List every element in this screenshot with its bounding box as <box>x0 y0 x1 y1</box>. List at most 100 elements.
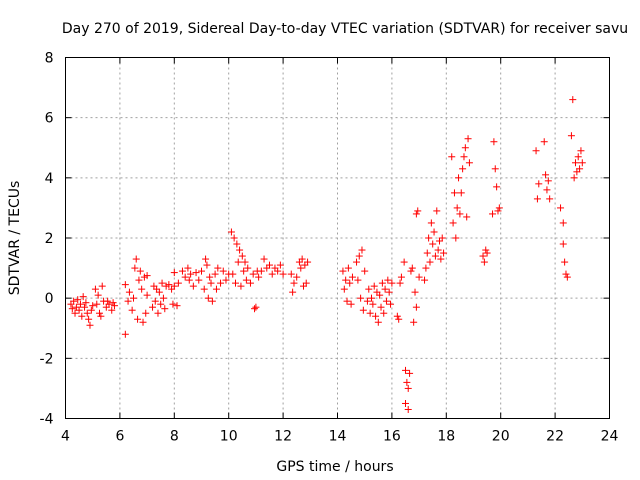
data-point <box>370 282 378 290</box>
data-point <box>178 267 186 275</box>
data-point <box>217 279 225 287</box>
data-point <box>407 267 415 275</box>
y-tick-label: 6 <box>45 111 54 127</box>
data-point <box>157 300 165 308</box>
x-tick-label: 8 <box>170 429 179 445</box>
data-point <box>85 315 93 323</box>
data-point <box>68 305 76 313</box>
data-point <box>377 303 385 311</box>
data-point <box>460 153 468 161</box>
data-point <box>491 165 499 173</box>
data-point <box>124 297 132 305</box>
data-point <box>448 153 456 161</box>
y-tick-label: 8 <box>45 51 54 67</box>
data-point <box>494 207 502 215</box>
data-point <box>89 302 97 310</box>
data-point <box>385 288 393 296</box>
data-point <box>342 276 350 284</box>
data-point <box>79 293 87 301</box>
data-point <box>429 240 437 248</box>
data-point <box>139 318 147 326</box>
data-point <box>374 318 382 326</box>
data-point <box>230 234 238 242</box>
data-point <box>559 240 567 248</box>
data-point <box>480 258 488 266</box>
data-point <box>208 297 216 305</box>
data-point <box>572 159 579 167</box>
data-point <box>433 207 441 215</box>
data-point <box>459 165 467 173</box>
data-point <box>388 279 396 287</box>
data-point <box>246 279 254 287</box>
data-point <box>274 267 282 275</box>
data-point <box>365 285 373 293</box>
data-point <box>483 249 491 257</box>
data-point <box>279 270 287 278</box>
data-point <box>195 276 203 284</box>
data-point <box>372 312 380 320</box>
data-point <box>170 269 178 277</box>
data-point <box>422 264 430 272</box>
data-point <box>203 261 211 269</box>
data-point <box>376 291 384 299</box>
data-point <box>404 384 412 392</box>
data-point <box>83 309 91 317</box>
data-point <box>382 297 390 305</box>
data-point <box>490 138 498 146</box>
data-point <box>395 315 403 323</box>
data-point <box>257 267 265 275</box>
data-point <box>227 228 235 236</box>
data-point <box>355 252 363 260</box>
data-point <box>411 288 419 296</box>
data-point <box>542 171 550 179</box>
data-points <box>67 96 586 413</box>
x-tick-label: 6 <box>115 429 124 445</box>
data-point <box>302 279 310 287</box>
data-point <box>86 321 94 329</box>
x-tick-label: 24 <box>601 429 619 445</box>
data-point <box>290 279 298 287</box>
data-point <box>198 267 205 275</box>
data-point <box>354 276 362 284</box>
x-tick-label: 4 <box>61 429 70 445</box>
data-point <box>189 282 197 290</box>
data-point <box>222 276 230 284</box>
data-point <box>387 300 395 308</box>
data-point <box>344 264 352 272</box>
grid <box>65 57 610 419</box>
data-point <box>343 297 351 305</box>
data-point <box>255 273 263 281</box>
data-point <box>384 276 392 284</box>
data-point <box>233 240 241 248</box>
data-point <box>461 144 469 152</box>
data-point <box>105 300 113 308</box>
data-point <box>184 264 192 272</box>
data-point <box>378 279 386 287</box>
x-tick-label: 14 <box>329 429 347 445</box>
data-point <box>170 282 178 290</box>
data-point <box>393 312 401 320</box>
data-point <box>128 306 136 314</box>
data-point <box>366 309 374 317</box>
data-point <box>339 267 347 275</box>
data-point <box>293 273 301 281</box>
data-point <box>161 305 169 313</box>
data-point <box>241 258 249 266</box>
data-point <box>578 159 586 167</box>
data-point <box>287 270 295 278</box>
data-point <box>380 309 388 317</box>
data-point <box>121 281 129 289</box>
data-point <box>533 195 541 203</box>
data-point <box>449 219 457 227</box>
data-point <box>557 204 565 212</box>
data-point <box>251 305 259 313</box>
data-point <box>232 279 239 287</box>
data-point <box>495 204 503 212</box>
data-point <box>81 303 89 311</box>
data-point <box>134 315 142 323</box>
data-point <box>130 294 137 302</box>
data-point <box>207 279 215 287</box>
data-point <box>563 273 571 281</box>
data-point <box>202 255 210 263</box>
data-point <box>453 204 461 212</box>
